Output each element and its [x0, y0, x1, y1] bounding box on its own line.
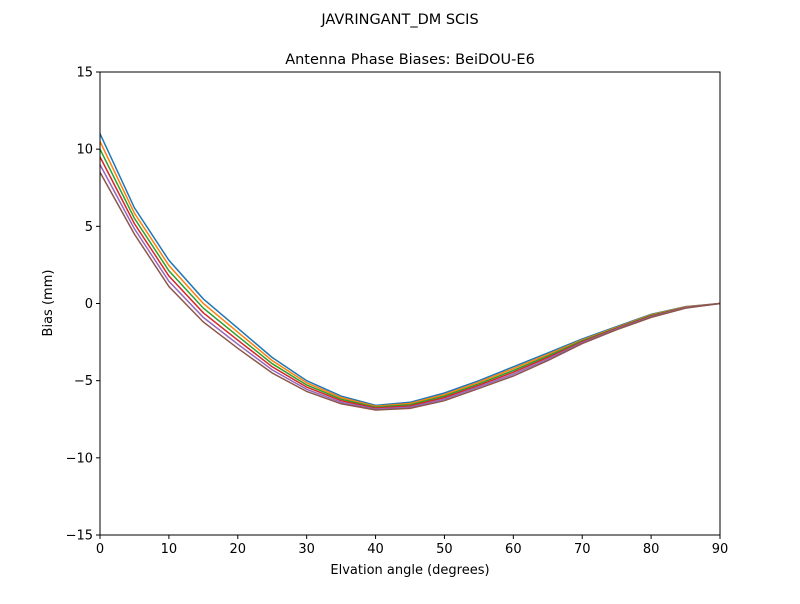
y-tick-label: −15 — [66, 529, 93, 544]
y-tick-label: 0 — [85, 297, 93, 312]
y-tick-label: 10 — [76, 143, 93, 158]
series-line-5 — [99, 171, 721, 411]
chart-title: Antenna Phase Biases: BeiDOU-E6 — [285, 52, 535, 68]
y-axis: 15 10 5 0 −5 −10 −15 — [66, 66, 100, 544]
x-tick-label: 30 — [298, 542, 315, 557]
x-tick-label: 40 — [367, 542, 384, 557]
x-axis-label: Elvation angle (degrees) — [330, 563, 489, 578]
x-tick-label: 10 — [161, 542, 178, 557]
x-tick-label: 70 — [574, 542, 591, 557]
series-line-2 — [99, 148, 721, 408]
x-axis: 0 10 20 30 40 50 60 70 80 90 — [96, 535, 728, 557]
y-tick-label: 15 — [76, 66, 93, 81]
series-line-0 — [99, 133, 721, 407]
y-tick-label: −10 — [66, 451, 93, 466]
x-tick-label: 60 — [505, 542, 522, 557]
series-group — [99, 133, 721, 411]
y-tick-label: −5 — [74, 374, 93, 389]
x-tick-label: 80 — [643, 542, 660, 557]
y-tick-label: 5 — [85, 220, 93, 235]
y-axis-label: Bias (mm) — [41, 270, 56, 337]
series-line-1 — [99, 141, 721, 408]
x-tick-label: 90 — [712, 542, 729, 557]
plot-frame — [99, 71, 721, 536]
suptitle: JAVRINGANT_DM SCIS — [320, 12, 478, 28]
series-line-3 — [99, 156, 721, 409]
x-tick-label: 0 — [96, 542, 104, 557]
x-tick-label: 20 — [230, 542, 247, 557]
x-tick-label: 50 — [436, 542, 453, 557]
